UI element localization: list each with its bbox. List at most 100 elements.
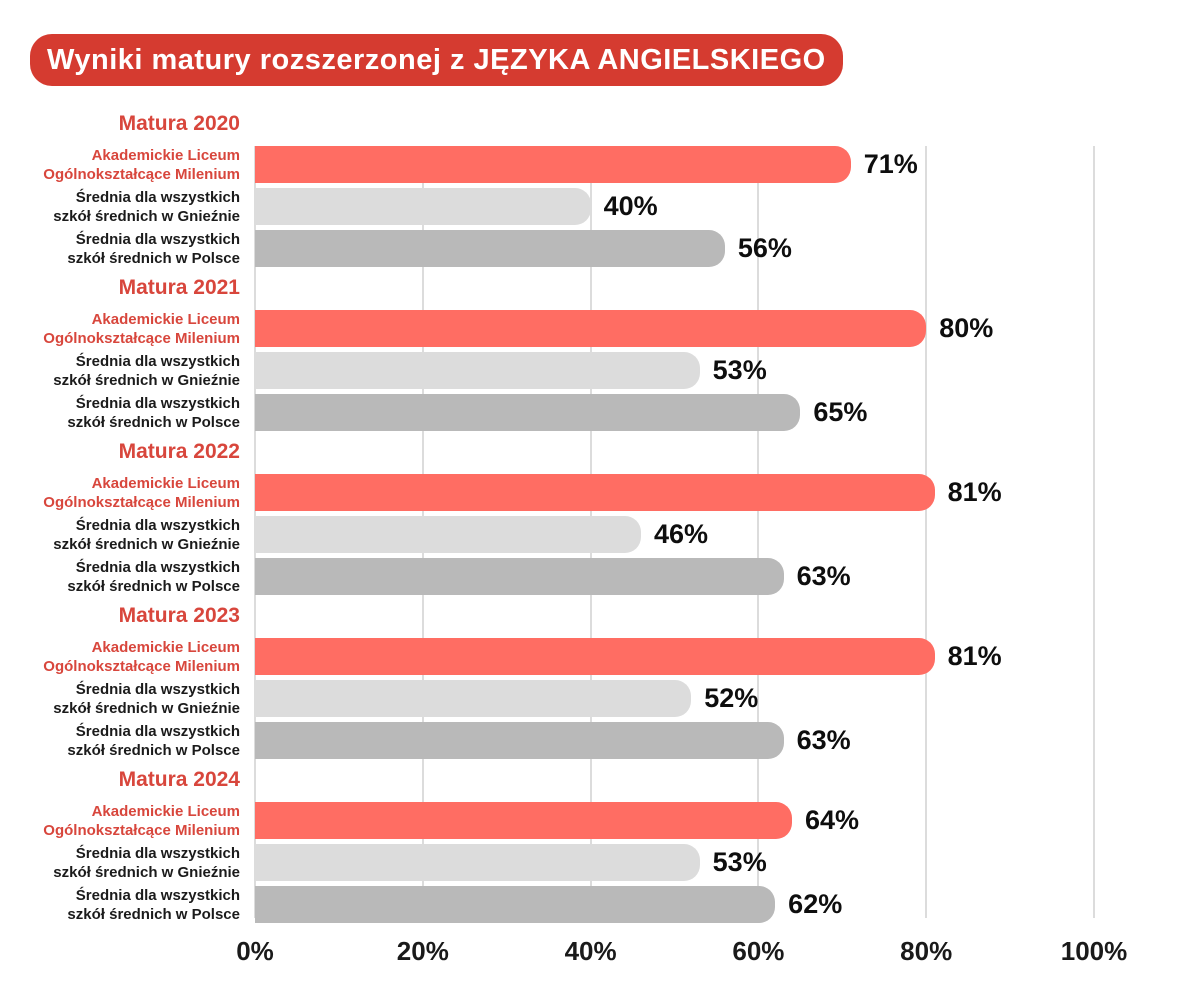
bar-label-line: Średnia dla wszystkich xyxy=(75,722,240,740)
bar-row: Średnia dla wszystkich szkół średnich w P… xyxy=(0,558,1150,595)
bar-label: Średnia dla wszystkich szkół średnich w G… xyxy=(0,352,255,390)
bar-track: 56% xyxy=(255,230,1150,267)
bar-track: 65% xyxy=(255,394,1150,431)
chart-group: Matura 2024 Akademickie Liceum Ogólnokszta… xyxy=(0,764,1150,923)
bar-label-line: szkół średnich w Gnieźnie xyxy=(53,535,240,553)
bar-label: Średnia dla wszystkich szkół średnich w P… xyxy=(0,886,255,924)
bar-label-line: Średnia dla wszystkich xyxy=(75,352,240,370)
x-axis-tick-label: 60% xyxy=(732,936,785,966)
page-title: Wyniki matury rozszerzonej z JĘZYKA ANGI… xyxy=(47,43,826,76)
bar-row: Akademickie Liceum Ogólnokształcące Milen… xyxy=(0,146,1150,183)
bar-row: Akademickie Liceum Ogólnokształcące Milen… xyxy=(0,310,1150,347)
bar-label-line: Ogólnokształcące Milenium xyxy=(43,165,240,183)
bar-row: Akademickie Liceum Ogólnokształcące Milen… xyxy=(0,638,1150,675)
bar-label-line: Ogólnokształcące Milenium xyxy=(43,493,240,511)
bar-row: Średnia dla wszystkich szkół średnich w G… xyxy=(0,188,1150,225)
group-title: Matura 2024 xyxy=(118,768,240,791)
bar-value-label: 80% xyxy=(939,313,994,343)
bar-label-line: Średnia dla wszystkich xyxy=(75,558,240,576)
bar-value-label: 62% xyxy=(788,889,843,919)
bar-value-label: 40% xyxy=(603,191,658,221)
bar-value-label: 71% xyxy=(863,149,918,179)
bar-value-label: 46% xyxy=(653,519,708,549)
bar-label-line: szkół średnich w Polsce xyxy=(67,741,240,759)
bar-label: Średnia dla wszystkich szkół średnich w G… xyxy=(0,680,255,718)
bar-label-line: Średnia dla wszystkich xyxy=(75,516,240,534)
bar-track: 53% xyxy=(255,352,1150,389)
bar-row: Średnia dla wszystkich szkół średnich w P… xyxy=(0,722,1150,759)
chart-group: Matura 2022 Akademickie Liceum Ogólnokszta… xyxy=(0,436,1150,595)
bar-value-label: 81% xyxy=(947,477,1002,507)
group-title: Matura 2020 xyxy=(118,112,240,135)
bar-label-line: Akademickie Liceum xyxy=(91,802,240,820)
bar xyxy=(255,722,784,759)
bar-chart: Matura 2020 Akademickie Liceum Ogólnokszta… xyxy=(0,108,1150,974)
gridline xyxy=(1093,146,1095,918)
bar-row: Średnia dla wszystkich szkół średnich w P… xyxy=(0,886,1150,923)
bar-label-line: Ogólnokształcące Milenium xyxy=(43,821,240,839)
bar-label-line: Średnia dla wszystkich xyxy=(75,886,240,904)
bar-value-label: 53% xyxy=(712,355,767,385)
group-title: Matura 2022 xyxy=(118,440,240,463)
bar xyxy=(255,802,792,839)
bar-label-line: Akademickie Liceum xyxy=(91,146,240,164)
bar xyxy=(255,310,927,347)
bar-track: 64% xyxy=(255,802,1150,839)
bar-row: Średnia dla wszystkich szkół średnich w G… xyxy=(0,844,1150,881)
bar-label-line: Średnia dla wszystkich xyxy=(75,230,240,248)
bar-track: 81% xyxy=(255,474,1150,511)
bar-track: 62% xyxy=(255,886,1150,923)
bar-row: Średnia dla wszystkich szkół średnich w P… xyxy=(0,230,1150,267)
bar-track: 81% xyxy=(255,638,1150,675)
bar-value-label: 65% xyxy=(813,397,868,427)
bar-value-label: 63% xyxy=(796,725,851,755)
bar-label-line: Średnia dla wszystkich xyxy=(75,188,240,206)
bar-label: Średnia dla wszystkich szkół średnich w G… xyxy=(0,516,255,554)
bar-track: 52% xyxy=(255,680,1150,717)
bar-label-line: Ogólnokształcące Milenium xyxy=(43,657,240,675)
bar-label: Akademickie Liceum Ogólnokształcące Milen… xyxy=(0,802,255,840)
bar-row: Akademickie Liceum Ogólnokształcące Milen… xyxy=(0,474,1150,511)
bar-label-line: szkół średnich w Polsce xyxy=(67,577,240,595)
bar-label-line: Ogólnokształcące Milenium xyxy=(43,329,240,347)
x-axis: 0% 20% 40% 60% 80% 100% xyxy=(236,928,1127,974)
bar-label-line: szkół średnich w Gnieźnie xyxy=(53,699,240,717)
bar-track: 71% xyxy=(255,146,1150,183)
bar-value-label: 63% xyxy=(796,561,851,591)
bar-label-line: szkół średnich w Gnieźnie xyxy=(53,863,240,881)
bar-row: Akademickie Liceum Ogólnokształcące Milen… xyxy=(0,802,1150,839)
bar-label-line: szkół średnich w Polsce xyxy=(67,249,240,267)
bar-label: Średnia dla wszystkich szkół średnich w P… xyxy=(0,394,255,432)
chart-group: Matura 2023 Akademickie Liceum Ogólnokszta… xyxy=(0,600,1150,759)
bar xyxy=(255,516,641,553)
bar-label: Średnia dla wszystkich szkół średnich w P… xyxy=(0,558,255,596)
bar-value-label: 52% xyxy=(704,683,759,713)
x-axis-tick-label: 80% xyxy=(900,936,953,966)
bar-track: 63% xyxy=(255,558,1150,595)
bar-row: Średnia dla wszystkich szkół średnich w G… xyxy=(0,680,1150,717)
bar-label-line: Akademickie Liceum xyxy=(91,638,240,656)
bar-label: Akademickie Liceum Ogólnokształcące Milen… xyxy=(0,310,255,348)
bar xyxy=(255,352,700,389)
bar-label-line: szkół średnich w Polsce xyxy=(67,413,240,431)
x-axis-tick-label: 100% xyxy=(1060,936,1128,966)
x-axis-tick-label: 40% xyxy=(564,936,617,966)
bar-value-label: 53% xyxy=(712,847,767,877)
bar-label-line: szkół średnich w Gnieźnie xyxy=(53,371,240,389)
bar-label: Średnia dla wszystkich szkół średnich w G… xyxy=(0,188,255,226)
bar-label-line: szkół średnich w Polsce xyxy=(67,905,240,923)
group-title: Matura 2023 xyxy=(118,604,240,627)
bar-track: 40% xyxy=(255,188,1150,225)
bar-label: Średnia dla wszystkich szkół średnich w P… xyxy=(0,722,255,760)
x-axis-tick-label: 20% xyxy=(396,936,449,966)
bar xyxy=(255,844,700,881)
chart-groups: Matura 2020 Akademickie Liceum Ogólnokszta… xyxy=(0,108,1150,923)
bar xyxy=(255,680,692,717)
bar-label-line: Średnia dla wszystkich xyxy=(75,844,240,862)
bar-value-label: 81% xyxy=(947,641,1002,671)
bar-label-line: Średnia dla wszystkich xyxy=(75,394,240,412)
bar xyxy=(255,886,776,923)
plot-area: Matura 2020 Akademickie Liceum Ogólnokszta… xyxy=(0,108,1150,923)
bar-track: 46% xyxy=(255,516,1150,553)
